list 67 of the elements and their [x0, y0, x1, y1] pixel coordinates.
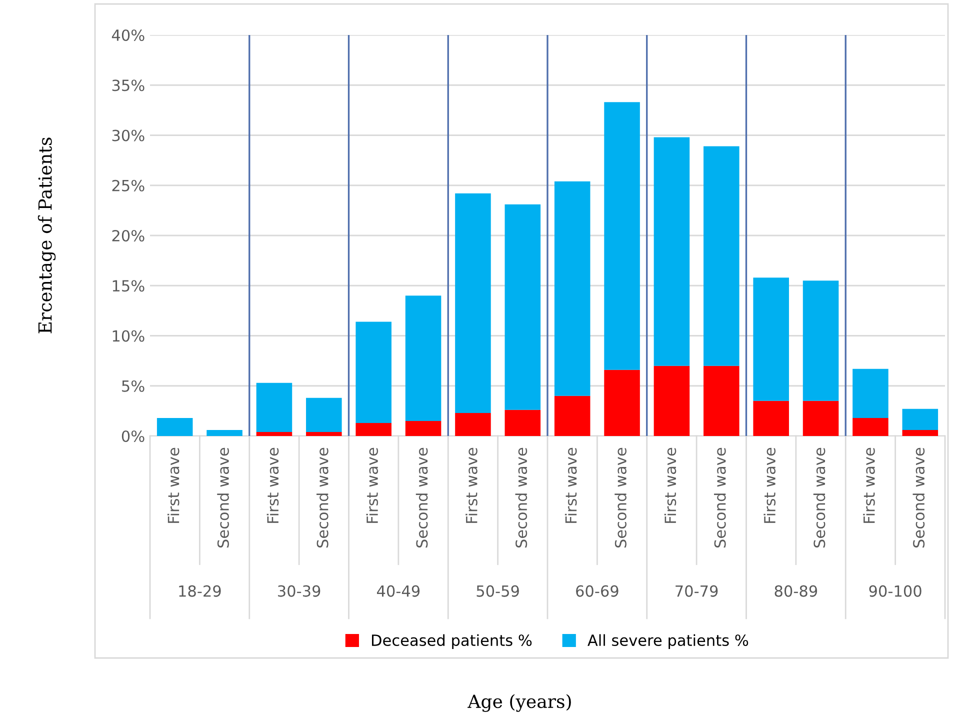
text: 60-69 [576, 585, 618, 597]
x-tick-label: Second wave [515, 448, 528, 548]
y-tick-label: 0% [122, 430, 144, 442]
bar [306, 398, 342, 432]
y-tick-label: 20% [112, 230, 144, 242]
bar [256, 382, 292, 432]
bar [753, 400, 789, 436]
bar [902, 408, 938, 430]
x-tick-label: Second wave [316, 448, 328, 548]
y-tick-label: 15% [112, 280, 144, 292]
bar [704, 146, 740, 366]
bar [852, 368, 888, 418]
bar [356, 322, 392, 423]
x-tick-label: First wave [764, 448, 776, 523]
text: 18-29 [179, 585, 221, 597]
legend-label: Deceased patients % [372, 634, 532, 649]
x-tick-label: Second wave [912, 448, 925, 548]
x-tick-label: First wave [863, 448, 875, 523]
bar [455, 193, 491, 413]
legend-label: All severe patients % [588, 634, 748, 649]
bar [156, 418, 193, 436]
bar [554, 396, 590, 436]
text: 40-49 [376, 585, 420, 597]
bar [306, 432, 342, 436]
text: 50-59 [476, 585, 519, 597]
bar [206, 430, 242, 436]
bar [554, 181, 590, 396]
y-tick-label: 40% [112, 29, 144, 42]
x-tick-label: First wave [564, 448, 577, 523]
x-tick-label: Second wave [614, 448, 626, 548]
x-tick-label: First wave [366, 448, 378, 523]
bar [802, 400, 839, 436]
bar [455, 412, 491, 436]
text: Age (years) [468, 694, 571, 712]
bar [504, 410, 541, 436]
y-tick-label: 30% [112, 130, 144, 142]
x-tick-label: First wave [466, 448, 478, 523]
x-tick-label: First wave [167, 448, 180, 523]
text: 30-39 [278, 585, 320, 597]
bar [654, 137, 690, 366]
x-tick-label: First wave [664, 448, 676, 523]
bar [504, 204, 541, 410]
text: 90-100 [869, 585, 922, 597]
bar [802, 280, 839, 401]
bar [604, 102, 640, 370]
bar [405, 420, 442, 436]
bar [405, 296, 442, 421]
text: 80-89 [774, 585, 818, 597]
x-tick-label: Second wave [217, 448, 229, 548]
x-tick-label: Second wave [714, 448, 726, 548]
y-tick-label: 5% [122, 380, 144, 392]
x-tick-label: Second wave [813, 448, 826, 548]
bar [256, 432, 292, 436]
y-tick-label: 35% [112, 80, 144, 92]
x-tick-label: First wave [266, 448, 279, 523]
y-tick-label: 10% [112, 330, 144, 342]
bar [604, 370, 640, 436]
bar [753, 278, 789, 401]
text: 70-79 [676, 585, 718, 597]
bar [902, 430, 938, 436]
bar [654, 366, 690, 436]
y-axis-title: Ercentage of Patients [38, 138, 56, 334]
bar [704, 366, 740, 436]
bar [356, 422, 392, 436]
x-tick-label: Second wave [416, 448, 428, 548]
bar [852, 418, 888, 436]
y-tick-label: 25% [112, 180, 144, 192]
